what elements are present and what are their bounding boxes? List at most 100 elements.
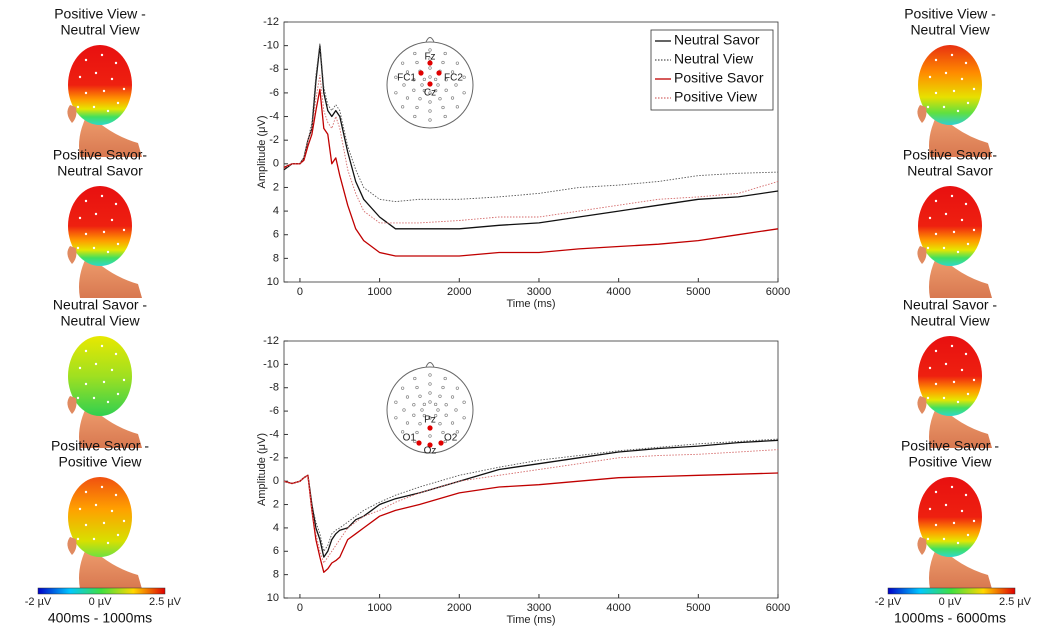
electrode-label: FC1	[397, 73, 416, 84]
scalp-electrode	[966, 101, 970, 105]
topomap-title: Neutral Savor	[907, 163, 993, 179]
plot-frame	[283, 340, 779, 599]
colorbar-label: 0 µV	[89, 596, 113, 608]
scalp-electrode	[928, 507, 932, 511]
scalp-electrode	[934, 523, 938, 527]
electrode-selected	[427, 81, 433, 87]
scalp-electrode	[960, 509, 964, 513]
scalp-electrode	[110, 218, 114, 222]
scalp-electrode	[942, 246, 946, 250]
x-tick-label: 4000	[606, 286, 630, 298]
scalp-electrode	[100, 485, 104, 489]
electrode-label: O1	[403, 433, 417, 444]
x-tick-label: 6000	[766, 602, 790, 614]
electrode-label: Oz	[424, 446, 437, 457]
y-tick-label: 8	[273, 569, 279, 581]
electrode	[428, 100, 432, 104]
y-tick-label: -2	[269, 452, 279, 464]
electrode	[422, 77, 426, 81]
scalp-electrode	[92, 537, 96, 541]
electrode	[462, 400, 466, 404]
scalp-electrode	[76, 537, 80, 541]
electrode	[441, 430, 445, 435]
scalp-electrode	[966, 392, 970, 396]
electrode	[418, 394, 422, 398]
electrode	[438, 97, 442, 101]
ear	[67, 105, 77, 123]
scalp-map	[68, 45, 132, 125]
electrode	[443, 51, 447, 56]
y-tick-label: 2	[273, 498, 279, 510]
electrode	[415, 385, 419, 390]
scalp-electrode	[934, 199, 938, 203]
topomap-title: Positive View -	[54, 6, 146, 22]
electrode	[444, 88, 448, 92]
scalp-electrode	[114, 352, 118, 356]
scalp-electrode	[966, 533, 970, 537]
scalp-electrode	[944, 71, 948, 75]
ear	[67, 537, 77, 555]
scalp-electrode	[92, 396, 96, 400]
electrode	[438, 394, 442, 398]
scalp-electrode	[972, 228, 976, 232]
scalp-electrode	[116, 101, 120, 105]
y-tick-label: -10	[263, 358, 279, 370]
scalp-electrode	[926, 246, 930, 250]
scalp-electrode	[106, 400, 110, 404]
y-tick-label: 6	[273, 229, 279, 241]
topomap-title: Neutral Savor	[57, 163, 143, 179]
electrode	[428, 48, 432, 52]
ear	[917, 396, 927, 414]
x-tick-label: 3000	[527, 602, 551, 614]
scalp-electrode	[956, 109, 960, 113]
scalp-electrode	[116, 533, 120, 537]
scalp-electrode	[950, 194, 954, 198]
electrode	[434, 414, 438, 418]
scalp-electrode	[84, 199, 88, 203]
scalp-electrode	[934, 349, 938, 353]
scalp-electrode	[102, 230, 106, 234]
scalp-electrode	[94, 503, 98, 507]
colorbar-label: 0 µV	[939, 596, 963, 608]
electrode	[454, 83, 458, 87]
scalp-electrode	[92, 105, 96, 109]
scalp-electrode	[952, 380, 956, 384]
electrode	[418, 97, 422, 101]
series-line	[283, 439, 779, 558]
scalp-electrode	[944, 212, 948, 216]
scalp-electrode	[106, 250, 110, 254]
x-tick-label: 1000	[367, 602, 391, 614]
topomap-title: Neutral View	[60, 313, 140, 329]
topomap-title: Neutral View	[60, 22, 140, 38]
scalp-electrode	[122, 228, 126, 232]
electrode	[428, 118, 432, 122]
scalp-electrode	[94, 212, 98, 216]
electrode	[443, 114, 447, 119]
electrode-selected	[436, 70, 442, 76]
scalp-electrode	[928, 75, 932, 79]
electrode	[394, 91, 398, 95]
scalp-electrode	[942, 396, 946, 400]
topomap-title: Positive Savor -	[901, 438, 999, 454]
plot-frame	[283, 21, 779, 283]
electrode	[418, 422, 422, 426]
scalp-electrode	[78, 75, 82, 79]
scalp-electrode	[114, 202, 118, 206]
scalp-electrode	[94, 362, 98, 366]
electrode	[428, 91, 432, 95]
electrode	[462, 416, 466, 420]
scalp-electrode	[960, 368, 964, 372]
electrode	[428, 416, 432, 420]
electrode	[444, 78, 448, 82]
scalp-map	[918, 336, 982, 416]
y-tick-label: -4	[269, 110, 279, 122]
electrode	[434, 89, 438, 93]
scalp-electrode	[934, 490, 938, 494]
electrode	[428, 66, 432, 70]
y-axis-label: Amplitude (μV)	[256, 433, 268, 506]
electrode-selected	[427, 60, 433, 66]
scalp-map	[68, 336, 132, 416]
scalp-electrode	[964, 352, 968, 356]
electrode	[462, 75, 466, 79]
